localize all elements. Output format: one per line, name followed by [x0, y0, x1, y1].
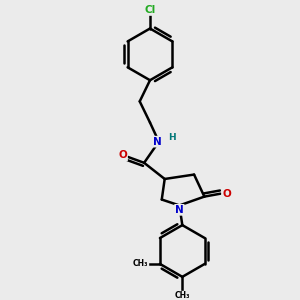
- Text: N: N: [175, 205, 184, 215]
- Text: Cl: Cl: [144, 5, 156, 15]
- Text: O: O: [222, 189, 231, 199]
- Text: N: N: [153, 137, 162, 147]
- Text: H: H: [168, 133, 176, 142]
- Text: O: O: [118, 151, 127, 160]
- Text: CH₃: CH₃: [175, 291, 190, 300]
- Text: CH₃: CH₃: [133, 260, 148, 268]
